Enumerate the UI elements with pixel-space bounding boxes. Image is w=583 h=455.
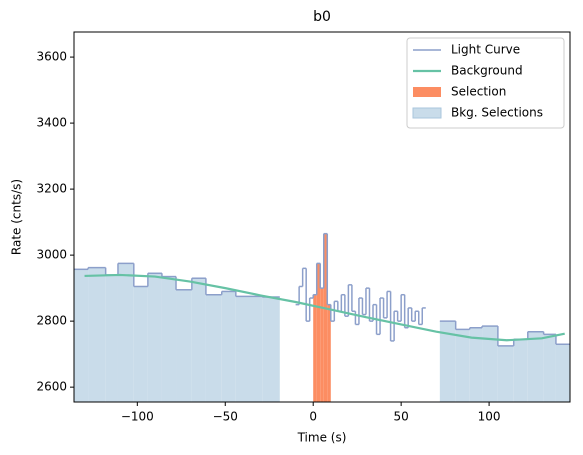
y-tick-label: 3600	[36, 50, 67, 64]
plot-area	[74, 232, 570, 402]
x-axis-label: Time (s)	[297, 431, 347, 445]
selection-fill	[316, 263, 321, 402]
bkg-selection-fill	[527, 331, 544, 402]
legend: Light Curve Background Selection Bkg. Selec…	[406, 37, 565, 129]
bkg-selection-fill	[543, 334, 556, 402]
legend-label: Selection	[451, 85, 506, 99]
x-tick-label: 50	[394, 410, 409, 424]
legend-label: Bkg. Selections	[451, 106, 543, 120]
bkg-selection-fill	[482, 326, 498, 402]
selection-fill	[323, 233, 328, 402]
background-line	[84, 273, 565, 342]
x-tick-label: −100	[121, 410, 154, 424]
bkg-selection-fill	[88, 267, 106, 402]
y-tick-label: 3200	[36, 182, 67, 196]
y-tick-label: 2600	[36, 380, 67, 394]
legend-box	[406, 37, 565, 129]
bkg-selection-fill	[513, 339, 528, 402]
bkg-selection-fill	[555, 344, 570, 402]
x-tick-label: 100	[478, 410, 501, 424]
bkg-selection-fill	[74, 269, 89, 402]
x-tick-label: 0	[309, 410, 317, 424]
y-tick-label: 3400	[36, 116, 67, 130]
bkg-selection-fill	[262, 297, 280, 402]
y-tick-label: 3000	[36, 248, 67, 262]
bkg-selection-fill	[191, 278, 206, 402]
y-axis-label: Rate (cnts/s)	[10, 179, 24, 255]
selection-fill	[320, 288, 324, 402]
bkg-selection-fill	[147, 273, 162, 402]
axes-frame	[73, 31, 571, 403]
bkg-selection-fill	[439, 321, 456, 402]
bkg-selection-fill	[235, 296, 263, 402]
bkg-selection-fill	[469, 327, 483, 402]
bkg-selection-fill	[105, 274, 118, 402]
bkg-selection-fill	[497, 345, 514, 402]
bkg-selection-fill	[176, 289, 192, 402]
legend-label: Background	[451, 64, 523, 78]
bkg-selection-fill	[205, 294, 222, 402]
bkg-selection-fill	[117, 263, 134, 402]
bkg-selection-fill	[161, 276, 177, 402]
chart-title: b0	[313, 9, 331, 25]
bkg-selection-fill	[221, 291, 236, 402]
bkg-selection-fill	[455, 329, 470, 402]
selection-fill	[313, 294, 317, 402]
selection-fill	[327, 304, 331, 402]
bkg-selection-fill	[133, 286, 148, 402]
legend-label: Light Curve	[451, 43, 520, 57]
y-tick-label: 2800	[36, 314, 67, 328]
x-tick-label: −50	[213, 410, 238, 424]
legend-swatch	[412, 107, 442, 119]
legend-swatch	[413, 87, 441, 97]
